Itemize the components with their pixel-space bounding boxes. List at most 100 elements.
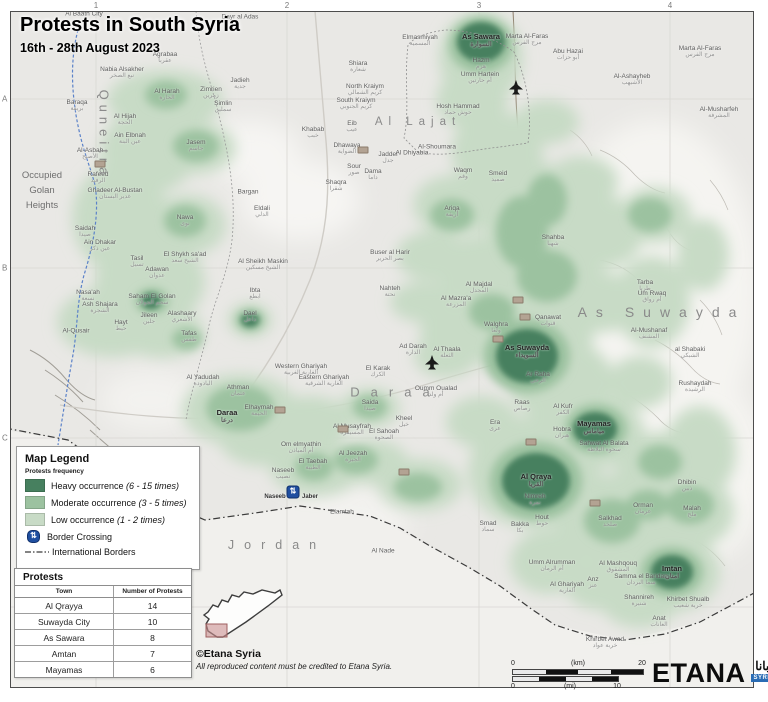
town-label: Al Hijah الحجة — [114, 113, 136, 127]
town-name: Jasem — [186, 139, 206, 147]
town-name-arabic: شعارة — [350, 67, 366, 74]
count-cell: 7 — [113, 645, 191, 662]
town-name-arabic: الرفيد — [90, 178, 106, 185]
scale-segment — [545, 670, 578, 674]
town-name-arabic: أبو حزات — [556, 55, 580, 62]
legend-subtitle: Protests frequency — [25, 468, 84, 475]
town-name: As Sawara — [462, 32, 500, 42]
town-label: Shiara شعارة — [349, 60, 368, 74]
town-label: Al Qraya القريا — [520, 472, 552, 489]
map-labels: Occupied Golan Heights Al Baath City Dayr a… — [11, 12, 753, 687]
town-label: Ad Darah الدارة — [399, 343, 426, 357]
armistice-line — [57, 29, 98, 446]
town-label: North Kraiym كريم الشمالي — [346, 83, 384, 97]
town-label: Al Musayfrah المسيفرة — [333, 423, 371, 437]
town-name: al Shabaki — [674, 346, 706, 354]
town-name-arabic: الشيخ مسكين — [245, 265, 281, 272]
town-name: Ar Raha — [526, 371, 550, 379]
protest-blob-high — [651, 555, 693, 589]
protest-blob-mod — [430, 199, 474, 231]
protest-blob-low — [446, 396, 518, 448]
town-name-arabic: المشنف — [638, 334, 660, 341]
protest-blob-low — [608, 356, 672, 408]
map-legend: Map Legend Protests frequency Heavy occu… — [16, 446, 200, 570]
town-label: As Suwayda السويداء — [505, 343, 549, 360]
town-label: El Sahoah الصحوة — [369, 428, 399, 442]
protest-blob-mod — [628, 198, 672, 232]
town-name: Walghra — [484, 321, 508, 329]
table-row: Amtan 7 — [15, 645, 191, 662]
border-crossing-icon: ⇅ — [27, 530, 40, 543]
town-name-arabic: نصيب — [275, 474, 291, 481]
region-label: Al Lajat — [374, 116, 462, 128]
town-name-arabic: الأشعري — [171, 317, 193, 324]
town-label: Al-Ashayheb الأشيهب — [614, 73, 651, 87]
town-label: Al Thaala الثعلة — [433, 346, 460, 360]
town-label: Al Sheikh Maskin الشيخ مسكين — [238, 258, 288, 272]
town-name-arabic: سماد — [481, 527, 495, 534]
town-name: Eib — [347, 120, 357, 128]
town-name: South Kraiym — [336, 97, 376, 105]
count-cell: 6 — [113, 661, 191, 677]
town-name-arabic: قنوات — [540, 321, 556, 328]
town-label: Dhibin ذبين — [678, 479, 696, 493]
town-cell: Mayamas — [45, 664, 83, 675]
town-label: Zimrien زمرين — [200, 86, 222, 100]
town-name: Ain Dhakar — [83, 239, 117, 247]
town-label: Elmasmiyah المسمية — [402, 34, 437, 48]
legend-items: Heavy occurrence (6 - 15 times) Moderate … — [25, 479, 191, 526]
town-name-arabic: صور — [348, 170, 360, 177]
protest-blob-low — [677, 219, 729, 291]
grid-row-label: A — [2, 94, 8, 104]
town-name-arabic: عثمان — [230, 391, 246, 398]
town-label: Nabia Alsakher نبع الصخر — [100, 66, 144, 80]
town-name-arabic: هبران — [554, 433, 570, 440]
town-name-arabic: المشقوق — [606, 567, 630, 574]
town-name-arabic: بكا — [516, 528, 524, 535]
town-label: Western Ghariyah الغارية الغربية — [275, 363, 327, 377]
route-shield — [512, 296, 524, 304]
dash-dot-line-icon — [25, 551, 49, 553]
town-name: Nasa'ah — [76, 289, 100, 297]
town-name-arabic: الأشيهب — [621, 80, 643, 87]
town-label: Nawa نوى — [177, 214, 194, 228]
town-name: El Karak — [365, 365, 391, 373]
town-name-arabic: الكرك — [370, 372, 386, 379]
town-name: Khirbet Shualb — [666, 596, 710, 604]
town-name-arabic: الحجة — [117, 120, 133, 127]
protest-blob-mod — [164, 205, 206, 237]
town-name: Khirbet Awad — [585, 636, 625, 644]
town-name-arabic: جدل — [382, 158, 394, 165]
town-label: Anat العانات — [650, 615, 667, 629]
town-label: Sahwat Al Balata سحوة البلاطة — [579, 440, 628, 454]
town-name: Elamtah — [330, 508, 354, 516]
town-name-arabic: نبع الصخر — [109, 73, 135, 80]
town-label: Era عرى — [489, 419, 501, 433]
military-airbase-icon — [425, 355, 439, 370]
legend-title: Map Legend — [25, 453, 90, 465]
town-label: Khabab خبب — [302, 126, 324, 140]
town-name: Tasil — [130, 255, 144, 263]
scale-segment — [578, 670, 611, 674]
town-label: Ariqa أريقة — [444, 205, 459, 219]
protest-blob-mod — [353, 395, 387, 419]
town-name: Al Qraya — [520, 472, 552, 482]
etana-wordmark: ETANA — [652, 658, 746, 688]
town-name: Zimrien — [200, 86, 222, 94]
page-title: Protests in South Syria — [20, 14, 241, 36]
town-name-arabic: امتان — [664, 573, 680, 581]
route-shield — [398, 468, 410, 476]
town-name: Tafas — [181, 330, 197, 338]
town-name-arabic: داعل — [243, 317, 257, 324]
legend-item: Low occurrence (1 - 2 times) — [25, 513, 191, 526]
town-name-arabic: الجيزة — [345, 457, 361, 464]
grid-column-label: 4 — [667, 1, 673, 10]
town-label: Oumm Oualad أم ولد — [415, 385, 457, 399]
town-label: Ghadeer Al-Bustan غدير البستان — [88, 187, 143, 201]
town-label: Al Dhiyabia — [396, 149, 429, 156]
town-label: Mayamas مياماس — [577, 419, 611, 436]
town-name-arabic: جلين — [142, 319, 156, 326]
town-name-arabic: خبب — [307, 133, 319, 140]
town-label: Jasem جاسم — [186, 139, 205, 153]
town-name-arabic: الدلي — [255, 212, 269, 219]
